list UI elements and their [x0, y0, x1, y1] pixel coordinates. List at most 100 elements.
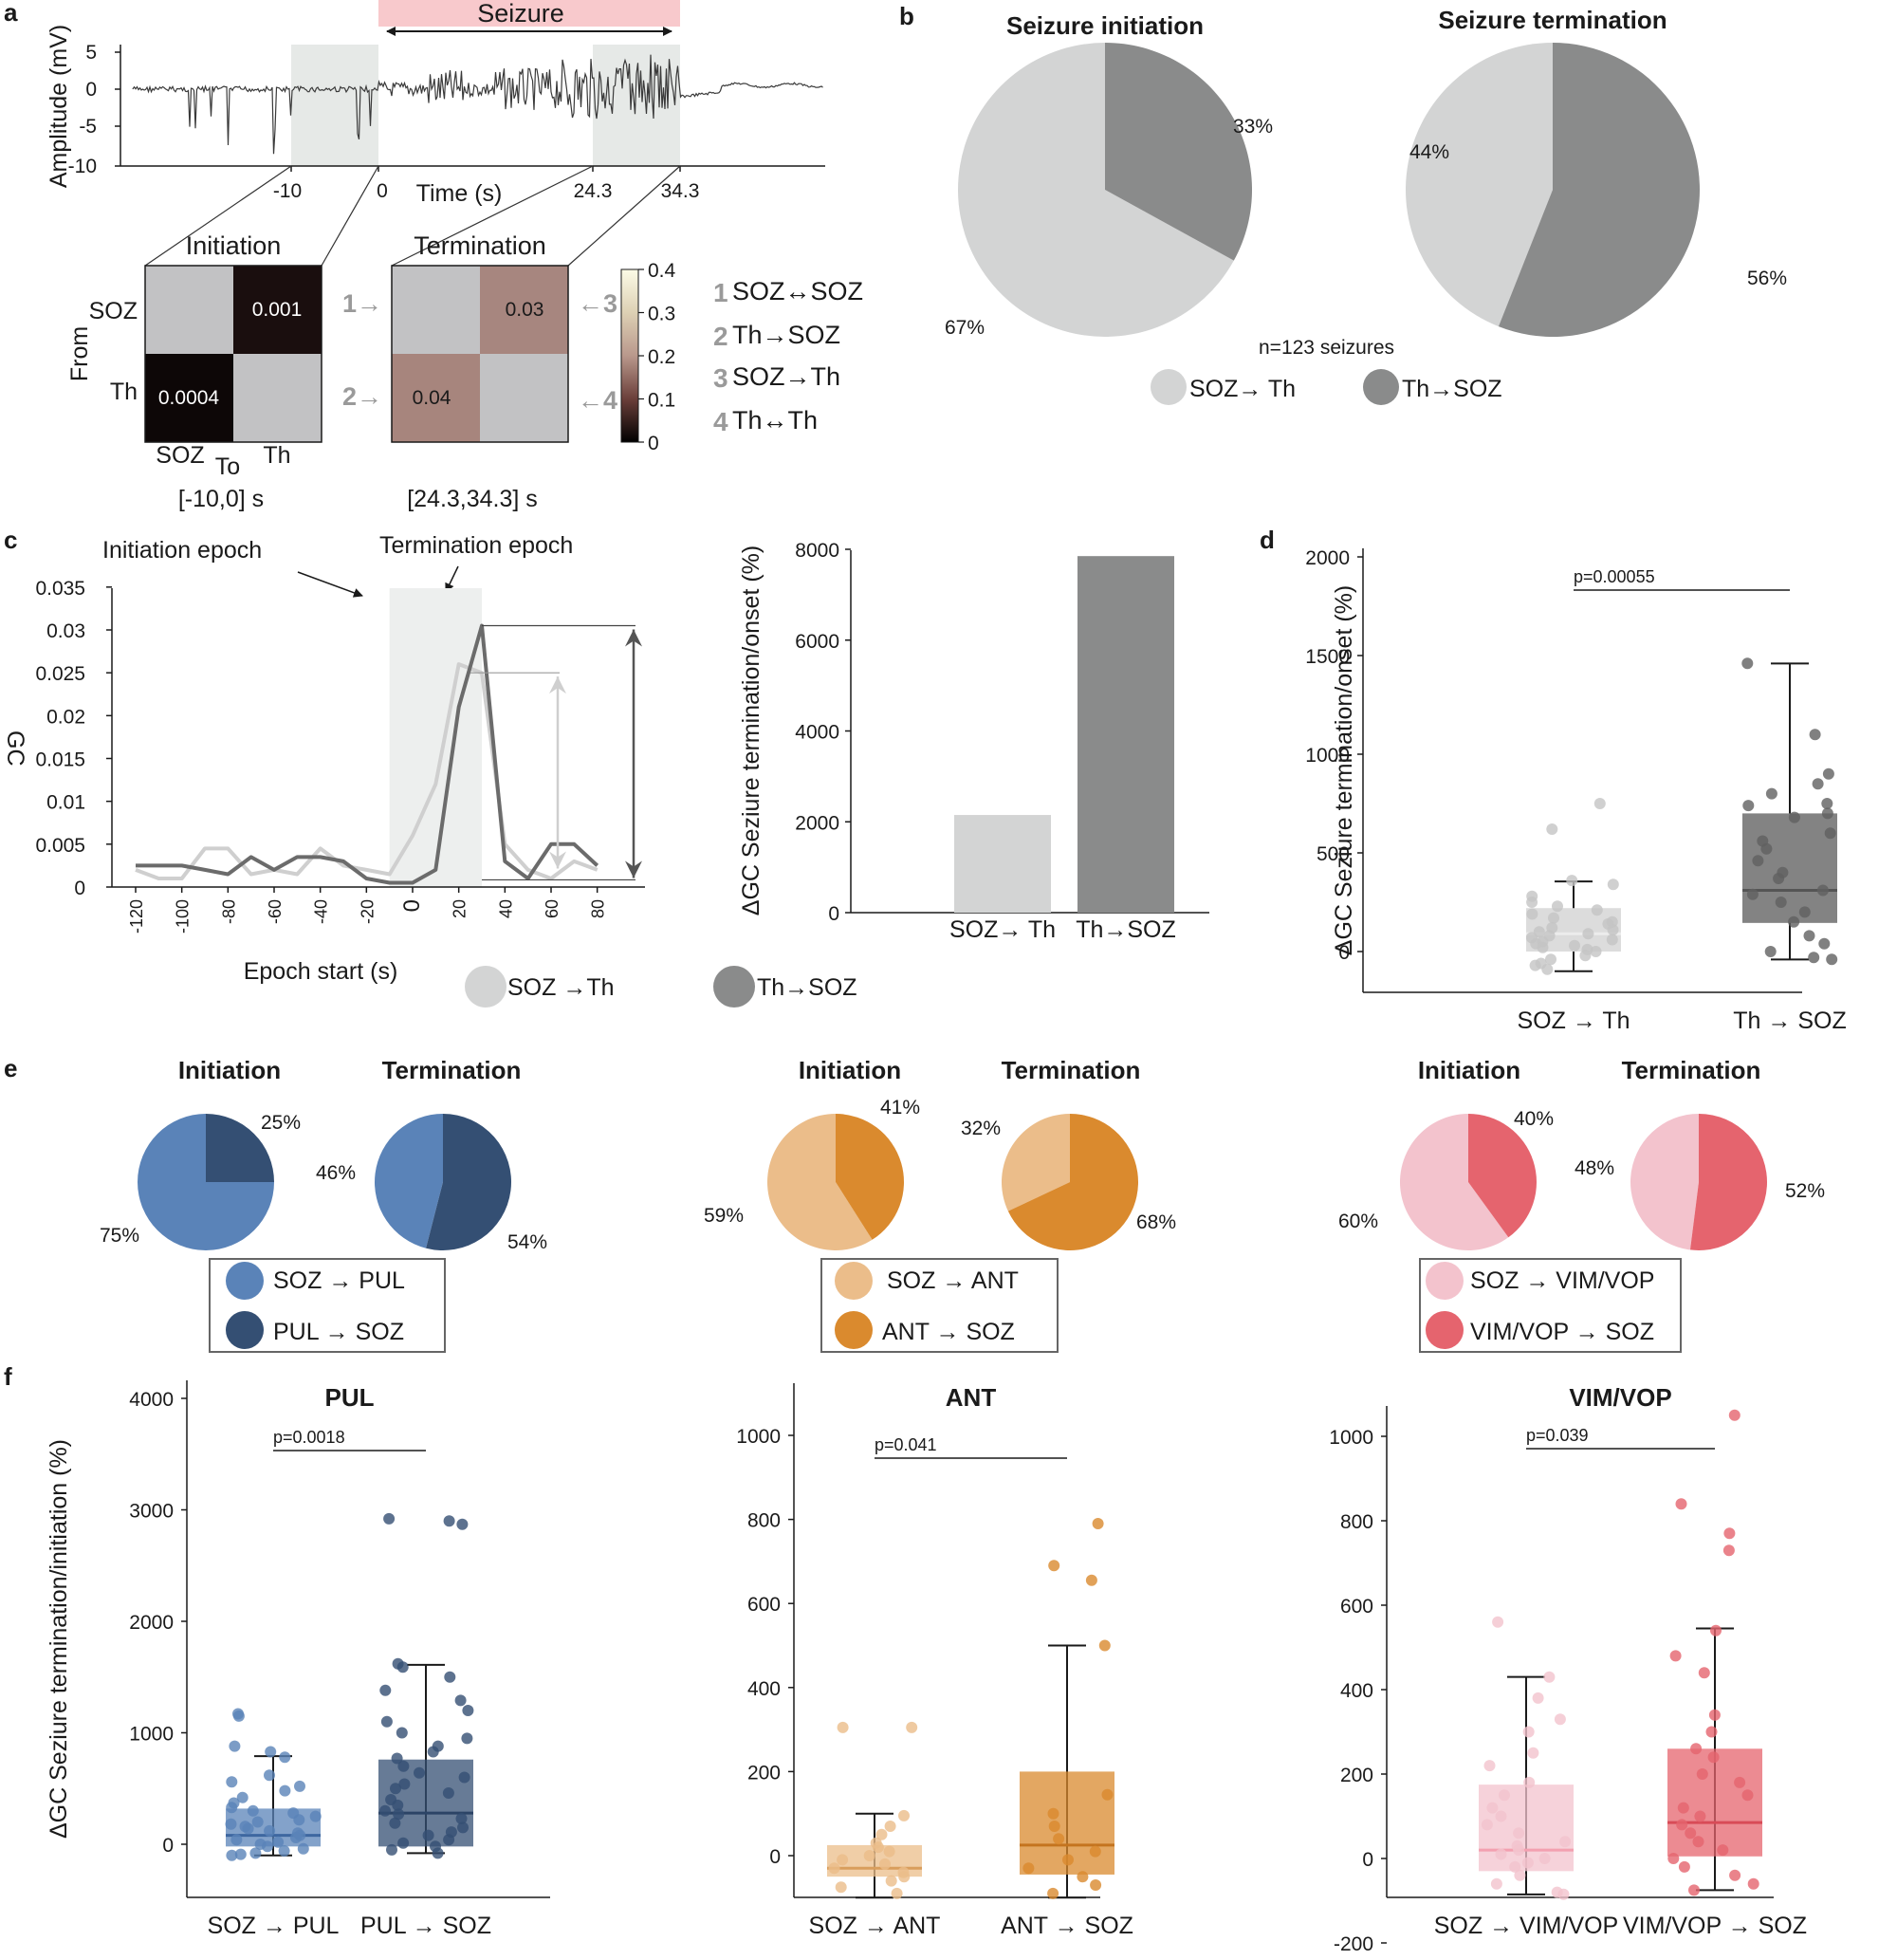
pie-title: Initiation: [178, 1056, 281, 1084]
data-point: [1495, 1810, 1507, 1822]
connector-line: [567, 165, 681, 267]
data-point: [1677, 1802, 1689, 1814]
data-point: [1590, 946, 1602, 957]
y-tick-label: 2000: [1305, 547, 1350, 569]
data-point: [1047, 1807, 1059, 1820]
arrow-mark-3: ←3: [578, 289, 617, 318]
data-point: [1543, 1671, 1556, 1683]
y-label: ΔGC Seziure termination/onset (%): [1331, 585, 1357, 955]
pie-slice: [206, 1114, 274, 1182]
y-tick-label: 1000: [1305, 745, 1350, 767]
data-point: [432, 1847, 444, 1859]
data-point: [379, 1684, 392, 1696]
panel-letter-c: c: [4, 526, 17, 554]
data-point: [898, 1871, 911, 1883]
y-tick-label: 6000: [795, 631, 839, 653]
legend-label: Th→SOZ: [757, 974, 857, 1001]
pie-title: Seizure termination: [1438, 6, 1667, 34]
data-point: [427, 1746, 439, 1758]
data-point: [264, 1769, 275, 1782]
data-point: [1529, 959, 1541, 971]
data-point: [1760, 842, 1773, 855]
data-point: [1678, 1860, 1690, 1873]
connector-line: [321, 165, 379, 267]
data-point: [230, 1834, 243, 1846]
data-point: [1798, 906, 1811, 918]
y-tick-label: 1000: [736, 1426, 781, 1448]
panel-d-boxplot: 0 500 1000 1500 2000 SOZ → Th Th → SOZ p=0.0005…: [1305, 547, 1846, 1034]
data-point: [1812, 778, 1824, 790]
data-point: [1048, 1560, 1060, 1572]
data-point: [251, 1816, 264, 1828]
data-point: [1554, 1713, 1566, 1726]
data-point: [1053, 1833, 1065, 1845]
seizure-bar: [378, 0, 680, 27]
y-tick-label: 0: [1362, 1849, 1373, 1871]
data-point: [386, 1843, 397, 1856]
data-point: [397, 1760, 410, 1772]
pie-value-label: 75%: [100, 1225, 139, 1247]
y-tick-label: 1000: [129, 1724, 174, 1746]
data-point: [290, 1832, 302, 1843]
pie-slice: [957, 43, 1234, 337]
pie-slice: [1689, 1114, 1767, 1250]
eeg-x-tick-label: -10: [273, 180, 302, 202]
panel-f-pul: 0 1000 2000 3000 4000 SOZ → PUL PUL → SOZ p=0.0…: [46, 1380, 550, 1939]
data-point: [1742, 800, 1755, 812]
data-point: [828, 1862, 840, 1875]
x-tick-label: SOZ → VIM/VOP: [1434, 1913, 1618, 1939]
data-point: [1526, 897, 1538, 908]
series-line: [135, 662, 599, 880]
legend-label: PUL → SOZ: [273, 1319, 404, 1345]
data-point: [837, 1721, 849, 1733]
data-point: [226, 1802, 238, 1814]
pie-value-label: 60%: [1338, 1211, 1378, 1232]
init-window-label: [-10,0] s: [178, 486, 264, 512]
from-label: From: [66, 326, 93, 381]
term-cell-value: 0.03: [506, 299, 544, 321]
data-point: [1822, 767, 1834, 780]
legend-label: SOZ→ Th: [1189, 376, 1296, 402]
data-point: [1705, 1726, 1718, 1738]
data-point: [1481, 1819, 1493, 1831]
data-point: [265, 1746, 277, 1758]
data-point: [1527, 1747, 1539, 1759]
pie-value-label: 33%: [1233, 116, 1273, 138]
data-point: [1022, 1862, 1035, 1875]
data-point: [1523, 1776, 1536, 1788]
y-tick-label: 0.02: [46, 706, 85, 728]
data-point: [1582, 928, 1594, 940]
col-label-soz: SOZ: [156, 442, 204, 469]
data-point: [1607, 878, 1619, 891]
pie-title: Termination: [382, 1056, 522, 1084]
termination-epoch-label: Termination epoch: [379, 532, 573, 559]
n-seizures-label: n=123 seizures: [1259, 337, 1394, 359]
data-point: [1675, 1498, 1687, 1510]
data-point: [1062, 1854, 1074, 1866]
panel-letter-a: a: [4, 0, 18, 27]
matrix-cell: [145, 354, 233, 442]
data-point: [879, 1858, 891, 1870]
data-point: [232, 1710, 245, 1722]
y-tick-label: 800: [1340, 1511, 1373, 1533]
y-tick-label: 0: [74, 878, 85, 899]
data-point: [390, 1783, 401, 1795]
y-tick-label: 4000: [129, 1389, 174, 1411]
y-tick-label: 0: [828, 903, 839, 925]
data-point: [1752, 855, 1764, 867]
panel-b: Seizure initiation Seizure termination 3…: [945, 6, 1787, 405]
y-tick-label: 0.025: [35, 663, 85, 685]
box: [1742, 813, 1837, 923]
data-point: [1818, 937, 1831, 950]
x-tick-label: -120: [127, 899, 146, 934]
pie-value-label: 59%: [704, 1205, 744, 1227]
p-value-label: p=0.0018: [273, 1428, 345, 1447]
init-matrix-frame: [144, 265, 322, 443]
x-tick-label: 60: [543, 899, 562, 918]
data-point: [1698, 1667, 1710, 1679]
colorbar-tick-label: 0.3: [648, 304, 675, 325]
legend-swatch: [1151, 369, 1187, 405]
data-point: [456, 1518, 469, 1530]
data-point: [398, 1778, 411, 1790]
data-point: [278, 1845, 290, 1857]
